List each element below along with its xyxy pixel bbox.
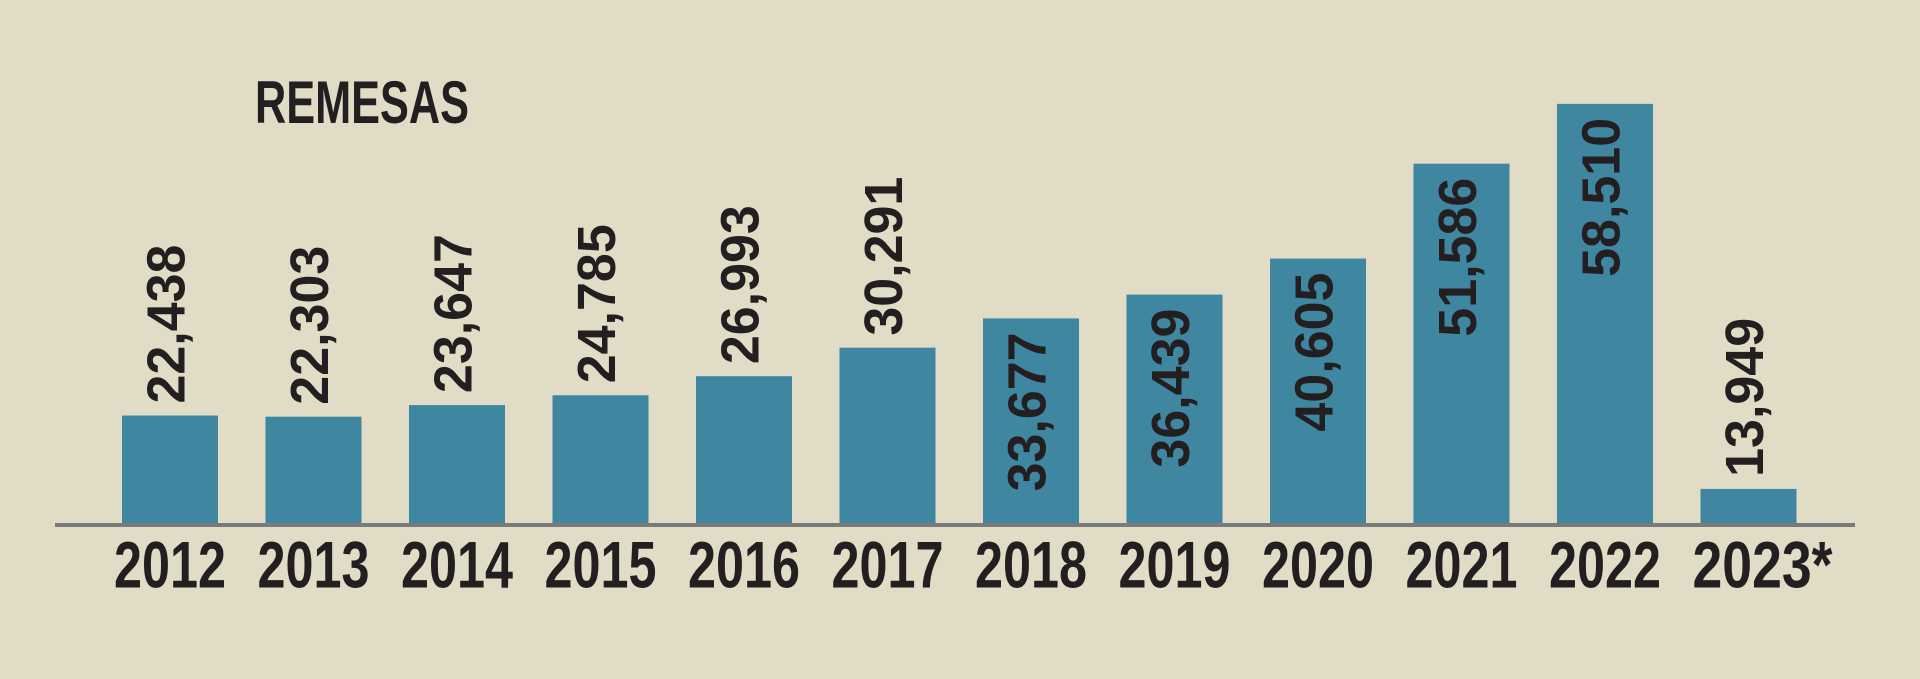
bar bbox=[1270, 258, 1366, 523]
chart-title: REMESAS bbox=[255, 69, 469, 136]
value-label: 23,647 bbox=[423, 234, 483, 393]
bar bbox=[696, 376, 792, 523]
bar bbox=[983, 318, 1079, 523]
x-tick-label: 2016 bbox=[688, 527, 800, 601]
value-label: 58,510 bbox=[1571, 118, 1631, 277]
value-label: 24,785 bbox=[567, 224, 627, 383]
value-label: 22,303 bbox=[280, 246, 340, 405]
bar bbox=[552, 395, 649, 523]
x-tick-label: 2021 bbox=[1406, 527, 1518, 601]
bar bbox=[1700, 488, 1797, 523]
x-tick-label: 2022 bbox=[1549, 527, 1661, 601]
bar bbox=[409, 405, 505, 523]
bar bbox=[265, 416, 362, 523]
value-label: 22,438 bbox=[136, 245, 196, 404]
bar bbox=[1413, 163, 1510, 523]
value-label: 36,439 bbox=[1141, 309, 1201, 468]
value-label: 13,949 bbox=[1715, 318, 1775, 477]
x-tick-label: 2019 bbox=[1119, 527, 1231, 601]
value-label: 33,677 bbox=[997, 332, 1057, 491]
x-tick-label: 2017 bbox=[832, 527, 944, 601]
value-label: 30,291 bbox=[854, 177, 914, 336]
x-tick-label: 2018 bbox=[975, 527, 1087, 601]
x-tick-label: 2023* bbox=[1693, 527, 1833, 601]
x-tick-label: 2020 bbox=[1262, 527, 1374, 601]
x-tick-label: 2012 bbox=[114, 527, 226, 601]
value-label: 51,586 bbox=[1428, 178, 1488, 337]
value-label: 26,993 bbox=[710, 205, 770, 364]
x-tick-label: 2014 bbox=[401, 527, 513, 601]
bar bbox=[1126, 294, 1223, 523]
value-label: 40,605 bbox=[1284, 273, 1344, 432]
bar bbox=[122, 415, 218, 523]
x-tick-label: 2013 bbox=[258, 527, 370, 601]
bar bbox=[839, 347, 936, 523]
bar bbox=[1557, 103, 1653, 523]
x-tick-label: 2015 bbox=[545, 527, 657, 601]
